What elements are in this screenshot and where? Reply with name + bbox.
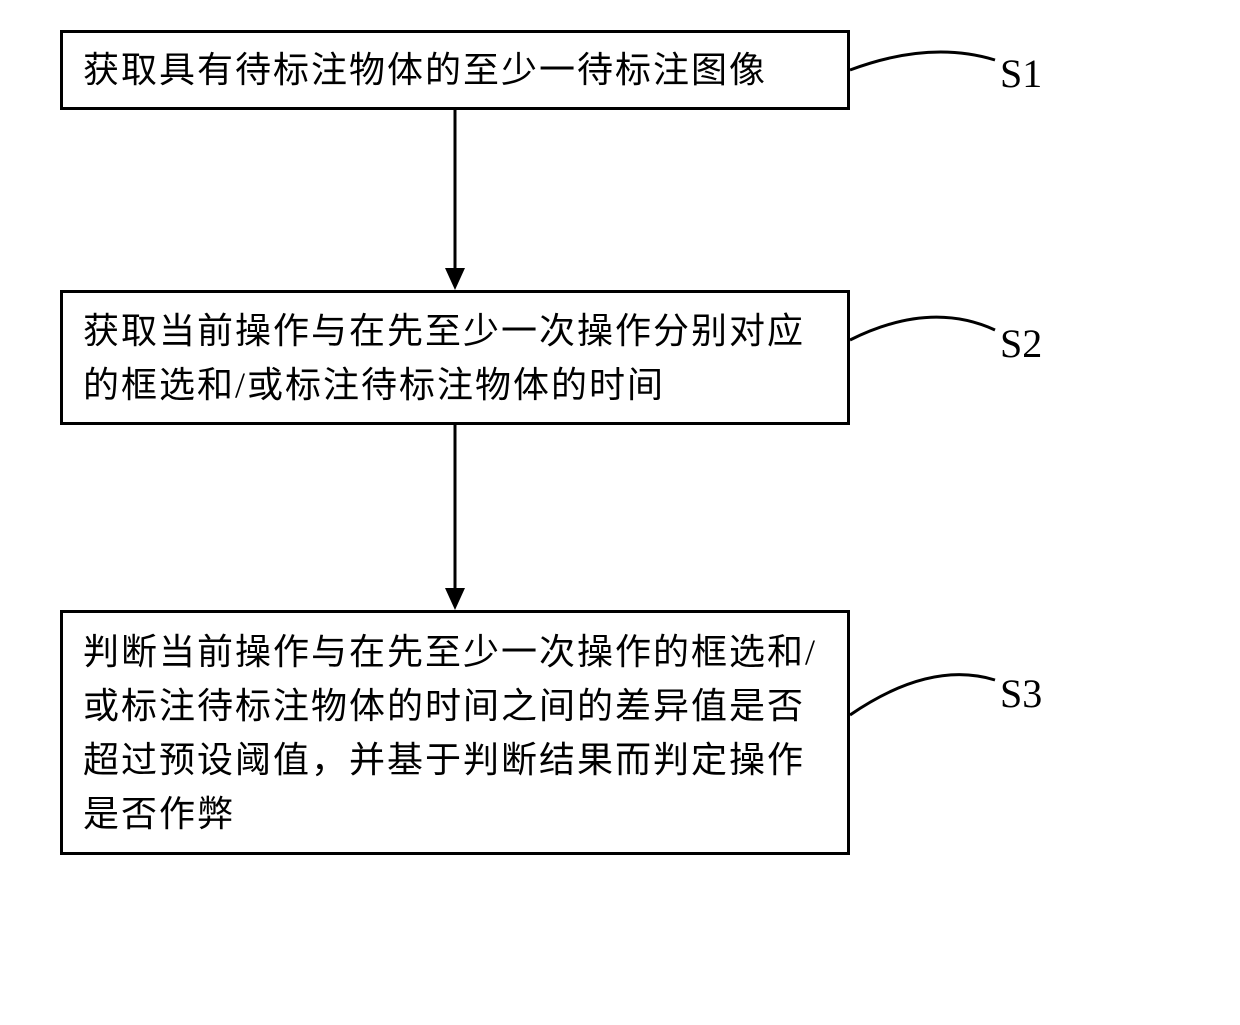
connector-s3-path: [850, 675, 995, 715]
connector-s3: [60, 30, 1060, 780]
step-s3-label: S3: [1000, 670, 1042, 717]
